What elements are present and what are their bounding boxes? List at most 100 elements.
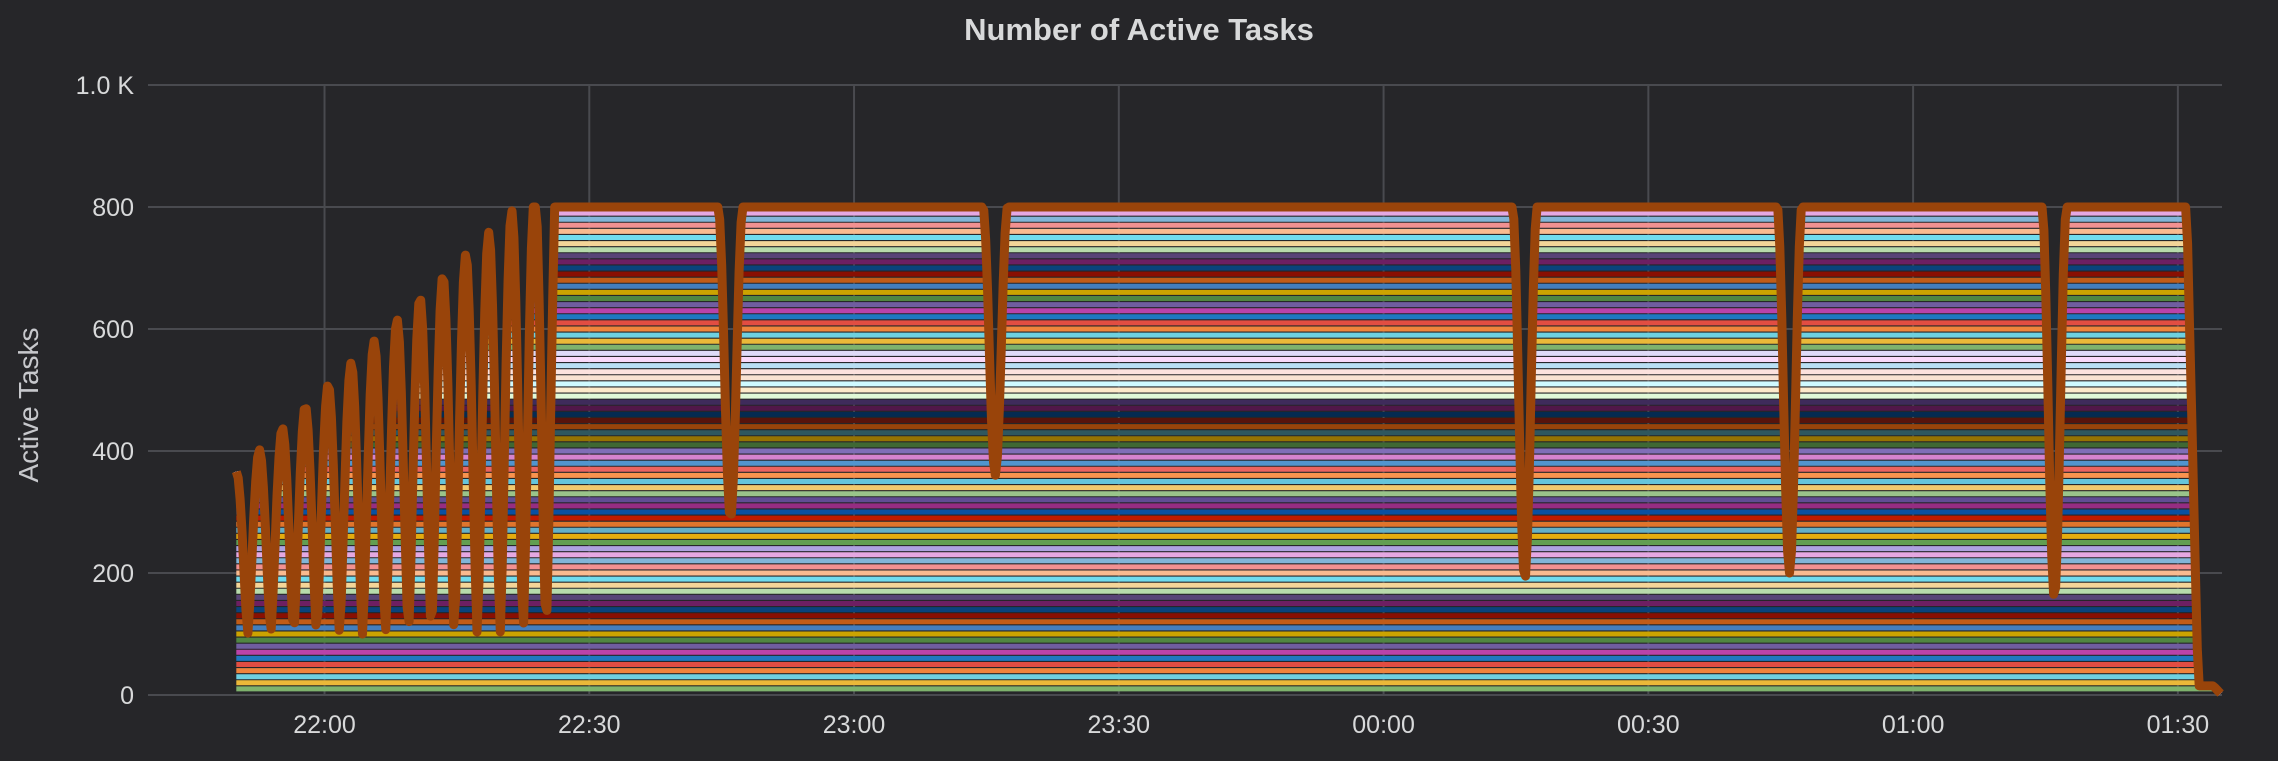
series-line-8 (235, 643, 2223, 696)
series-line-69 (233, 271, 2223, 696)
x-tick-label: 00:30 (1617, 711, 1680, 739)
chart-title: Number of Active Tasks (964, 12, 1314, 47)
series-line-32 (235, 497, 2223, 696)
series-line-37 (233, 466, 2223, 696)
series-line-41 (233, 442, 2223, 696)
series-line-12 (235, 619, 2223, 696)
y-tick-label: 1.0 K (76, 72, 135, 100)
series-line-74 (233, 241, 2223, 696)
series-line-35 (235, 479, 2223, 696)
series-line-5 (235, 662, 2223, 696)
series-line-72 (233, 253, 2223, 696)
series-line-38 (233, 460, 2223, 696)
series-line-33 (235, 491, 2223, 696)
series-line-62 (233, 314, 2223, 696)
series-line-46 (233, 411, 2223, 696)
y-tick-label: 800 (92, 194, 134, 222)
series-line-44 (233, 424, 2223, 696)
x-axis: 22:00 22:30 23:00 23:30 00:00 00:30 01:00 01:30 (293, 711, 2209, 739)
series-layer (231, 202, 2224, 697)
series-line-51 (233, 381, 2223, 696)
series-line-79 (233, 210, 2223, 696)
series-line-71 (233, 259, 2223, 696)
x-tick-label: 01:30 (2147, 711, 2210, 739)
series-line-4 (235, 668, 2223, 696)
series-line-64 (233, 302, 2223, 696)
series-line-40 (233, 448, 2223, 696)
series-line-31 (235, 503, 2223, 696)
series-line-9 (235, 637, 2223, 696)
y-tick-label: 0 (120, 682, 134, 710)
series-line-56 (233, 350, 2223, 696)
y-tick-label: 600 (92, 316, 134, 344)
series-line-14 (235, 607, 2223, 696)
series-line-76 (233, 228, 2223, 696)
series-line-59 (233, 332, 2223, 696)
series-line-50 (233, 387, 2223, 696)
series-line-30 (235, 509, 2223, 696)
series-line-55 (233, 357, 2223, 696)
series-line-29 (235, 515, 2223, 696)
x-tick-label: 01:00 (1882, 711, 1945, 739)
y-axis-title: Active Tasks (13, 327, 44, 482)
series-line-28 (235, 521, 2223, 696)
series-line-13 (235, 613, 2223, 696)
series-line-23 (235, 552, 2223, 696)
series-line-49 (233, 393, 2223, 696)
series-line-53 (233, 369, 2223, 696)
y-tick-label: 200 (92, 560, 134, 588)
series-line-21 (235, 564, 2223, 696)
series-line-17 (235, 588, 2223, 696)
series-line-68 (233, 277, 2223, 696)
series-line-1 (235, 686, 2223, 696)
series-line-67 (233, 283, 2223, 696)
series-line-65 (233, 296, 2223, 696)
series-line-20 (235, 570, 2223, 696)
series-line-19 (235, 576, 2223, 696)
series-line-66 (233, 289, 2223, 696)
series-line-57 (233, 344, 2223, 696)
y-axis: 0 200 400 600 800 1.0 K (76, 72, 135, 710)
series-line-27 (235, 527, 2223, 696)
series-line-42 (233, 436, 2223, 696)
x-tick-label: 00:00 (1352, 711, 1415, 739)
series-line-16 (235, 594, 2223, 696)
series-line-25 (235, 540, 2223, 696)
x-tick-label: 23:30 (1088, 711, 1151, 739)
series-line-24 (235, 546, 2223, 696)
series-line-54 (233, 363, 2223, 696)
series-line-80 (231, 202, 2224, 697)
series-line-52 (233, 375, 2223, 696)
series-line-3 (235, 674, 2223, 696)
series-line-78 (233, 216, 2223, 696)
series-line-47 (233, 405, 2223, 696)
series-line-10 (235, 631, 2223, 696)
series-line-43 (233, 430, 2223, 696)
y-tick-label: 400 (92, 438, 134, 466)
series-line-34 (235, 485, 2223, 696)
series-line-75 (233, 235, 2223, 696)
series-line-77 (233, 222, 2223, 696)
series-line-60 (233, 326, 2223, 696)
series-line-6 (235, 655, 2223, 696)
series-line-18 (235, 582, 2223, 696)
series-line-15 (235, 601, 2223, 696)
series-line-39 (233, 454, 2223, 696)
x-tick-label: 22:30 (558, 711, 621, 739)
x-tick-label: 23:00 (823, 711, 886, 739)
series-line-58 (233, 338, 2223, 696)
series-line-7 (235, 649, 2223, 696)
series-line-22 (235, 558, 2223, 696)
series-line-11 (235, 625, 2223, 696)
series-line-61 (233, 320, 2223, 696)
series-line-70 (233, 265, 2223, 696)
series-line-2 (235, 680, 2223, 696)
series-line-48 (233, 399, 2223, 696)
series-line-45 (233, 418, 2223, 696)
series-line-26 (235, 533, 2223, 696)
series-line-63 (233, 308, 2223, 696)
x-tick-label: 22:00 (293, 711, 356, 739)
series-line-36 (234, 472, 2223, 696)
